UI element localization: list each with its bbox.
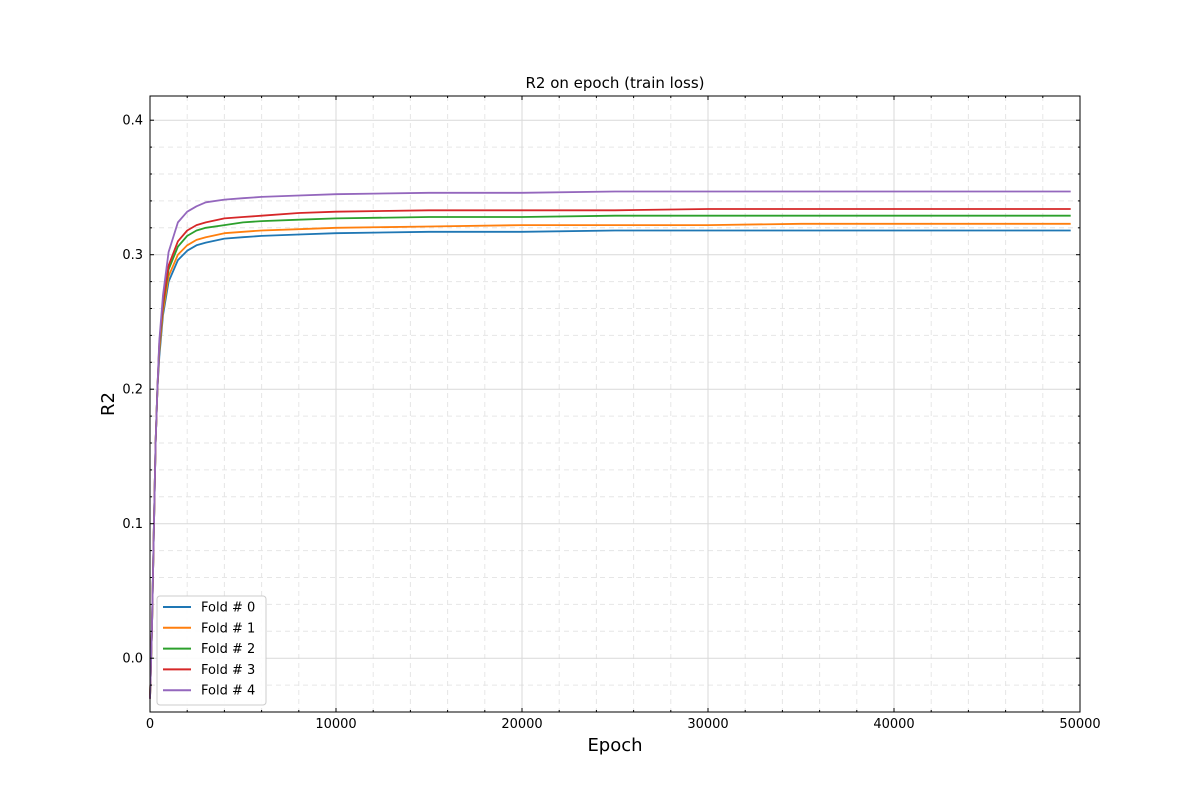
x-axis-title: Epoch [587,735,642,756]
legend-box [156,595,267,706]
plot-frame [149,95,1081,713]
x-tick-label: 10000 [315,717,356,732]
legend: Fold # 0 Fold # 1 Fold # 2 Fold # 3 Fold # 4 [156,595,267,706]
legend-label: Fold # 1 [201,621,255,636]
x-tick-label: 30000 [687,717,728,732]
series-line-fold-4 [149,190,1071,699]
x-axis: 0 10000 20000 30000 40000 50000 [146,96,1101,732]
y-tick-label: 0.2 [122,383,143,398]
y-tick-label: 0.3 [122,248,143,263]
x-tick-label: 0 [146,717,154,732]
legend-label: Fold # 4 [201,684,255,699]
chart-title: R2 on epoch (train loss) [526,74,705,92]
legend-label: Fold # 0 [201,601,255,616]
minor-grid [150,96,1080,713]
y-axis-title: R2 [98,392,119,416]
y-tick-label: 0.4 [122,114,143,129]
y-tick-label: 0.1 [122,517,143,532]
x-tick-label: 50000 [1059,717,1100,732]
x-tick-label: 40000 [873,717,914,732]
legend-label: Fold # 2 [201,642,255,657]
y-tick-label: 0.0 [122,652,143,667]
y-axis: 0.0 0.1 0.2 0.3 0.4 [122,114,1080,713]
x-tick-label: 20000 [501,717,542,732]
legend-label: Fold # 3 [201,663,255,678]
series-layer [149,190,1071,699]
